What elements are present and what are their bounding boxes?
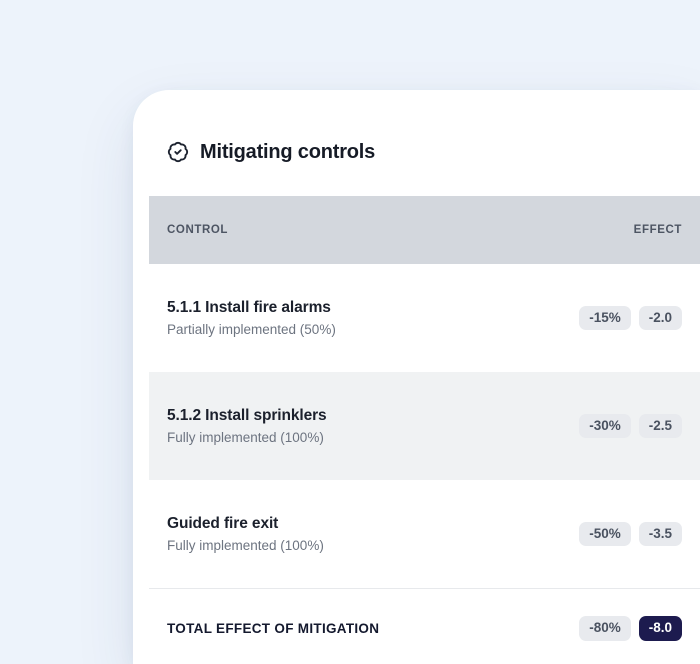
effect-percent-badge: -30% — [579, 413, 631, 439]
table-row[interactable]: 5.1.1 Install fire alarms Partially impl… — [149, 264, 700, 372]
control-status: Fully implemented (100%) — [167, 430, 324, 445]
effect-cell: -50% -3.5 — [579, 521, 682, 547]
control-cell: Guided fire exit Fully implemented (100%… — [167, 515, 324, 553]
total-label: TOTAL EFFECT OF MITIGATION — [167, 621, 380, 636]
effect-percent-badge: -50% — [579, 521, 631, 547]
control-name: 5.1.2 Install sprinklers — [167, 407, 327, 424]
effect-cell: -15% -2.0 — [579, 305, 682, 331]
badge-check-icon — [167, 141, 189, 163]
control-name: 5.1.1 Install fire alarms — [167, 299, 331, 316]
table-body: 5.1.1 Install fire alarms Partially impl… — [149, 264, 700, 664]
control-cell: 5.1.2 Install sprinklers Fully implement… — [167, 407, 327, 445]
column-header-control: CONTROL — [167, 224, 229, 236]
effect-cell: -80% -8.0 — [579, 616, 682, 641]
card-header: Mitigating controls — [149, 90, 700, 164]
effect-score-badge: -2.5 — [638, 413, 682, 439]
table-row[interactable]: 5.1.2 Install sprinklers Fully implement… — [149, 372, 700, 480]
table-row[interactable]: Guided fire exit Fully implemented (100%… — [149, 480, 700, 588]
total-row: TOTAL EFFECT OF MITIGATION -80% -8.0 — [149, 588, 700, 664]
table-header-row: CONTROL EFFECT — [149, 196, 700, 264]
control-status: Fully implemented (100%) — [167, 538, 324, 553]
effect-score-badge: -3.5 — [638, 521, 682, 547]
effect-score-badge: -2.0 — [638, 305, 682, 331]
card-title: Mitigating controls — [200, 140, 376, 163]
control-cell: 5.1.1 Install fire alarms Partially impl… — [167, 299, 336, 337]
total-effect-score-badge: -8.0 — [638, 616, 682, 641]
effect-percent-badge: -15% — [579, 305, 631, 331]
column-header-effect: EFFECT — [633, 224, 682, 236]
control-name: Guided fire exit — [167, 515, 279, 532]
control-status: Partially implemented (50%) — [167, 322, 336, 337]
effect-cell: -30% -2.5 — [579, 413, 682, 439]
total-effect-percent-badge: -80% — [579, 616, 631, 641]
mitigating-controls-card: Mitigating controls CONTROL EFFECT 5.1.1… — [133, 90, 700, 664]
